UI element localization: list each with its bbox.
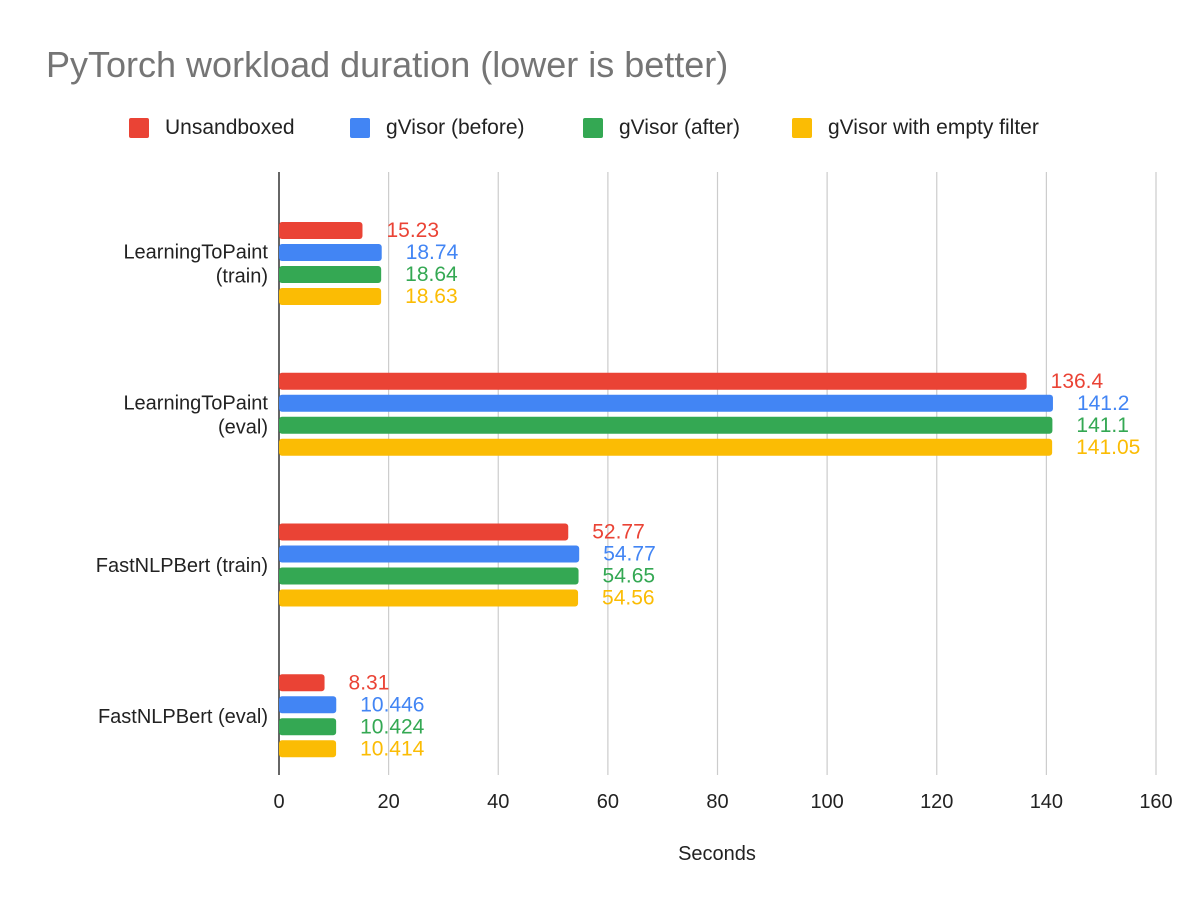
bar-0-1 xyxy=(279,372,1027,390)
bar-2-0 xyxy=(279,266,382,283)
data-label-1-3: 10.446 xyxy=(360,693,424,716)
legend-label-gvisor-before: gVisor (before) xyxy=(386,116,525,139)
data-label-0-0: 15.23 xyxy=(386,219,439,242)
category-label-2-0: FastNLPBert (train) xyxy=(96,555,268,577)
data-label-2-1: 141.1 xyxy=(1076,414,1129,437)
legend-item-gvisor-after[interactable]: gVisor (after) xyxy=(583,110,740,146)
bar-2-3 xyxy=(279,718,337,736)
x-tick-label-100: 100 xyxy=(810,791,843,813)
category-label-1-0: LearningToPaint xyxy=(123,392,268,414)
category-label-1-1: (eval) xyxy=(218,416,268,438)
data-label-0-3: 8.31 xyxy=(349,671,390,694)
bar-3-1 xyxy=(279,438,1053,456)
bar-3-0 xyxy=(279,288,382,305)
data-label-3-3: 10.414 xyxy=(360,737,425,760)
data-label-2-3: 10.424 xyxy=(360,715,425,738)
bar-1-0 xyxy=(279,244,382,261)
bar-0-2 xyxy=(279,523,569,541)
x-axis-label: Seconds xyxy=(678,843,756,865)
x-tick-label-140: 140 xyxy=(1030,791,1063,813)
bar-2-1 xyxy=(279,416,1053,434)
x-tick-label-80: 80 xyxy=(706,791,728,813)
legend-item-unsandboxed[interactable]: Unsandboxed xyxy=(129,110,295,146)
x-tick-label-20: 20 xyxy=(378,791,400,813)
legend-swatch-gvisor-before xyxy=(350,118,370,138)
legend-swatch-unsandboxed xyxy=(129,118,149,138)
data-label-3-0: 18.63 xyxy=(405,285,458,308)
legend-swatch-gvisor-empty-filter xyxy=(792,118,812,138)
chart-title: PyTorch workload duration (lower is bett… xyxy=(46,44,729,85)
legend-label-unsandboxed: Unsandboxed xyxy=(165,116,295,139)
category-label-3-0: FastNLPBert (eval) xyxy=(98,706,268,728)
bar-2-2 xyxy=(279,567,579,585)
data-label-1-2: 54.77 xyxy=(603,543,656,566)
x-tick-label-60: 60 xyxy=(597,791,619,813)
data-label-3-1: 141.05 xyxy=(1076,436,1140,459)
bar-0-3 xyxy=(279,674,325,692)
legend-swatch-gvisor-after xyxy=(583,118,603,138)
bar-3-2 xyxy=(279,589,579,607)
category-label-0-1: (train) xyxy=(216,266,268,288)
bar-1-2 xyxy=(279,545,580,563)
bar-1-1 xyxy=(279,394,1053,412)
data-label-2-2: 54.65 xyxy=(603,565,656,588)
legend-label-gvisor-after: gVisor (after) xyxy=(619,116,740,139)
legend-item-gvisor-empty-filter[interactable]: gVisor with empty filter xyxy=(792,110,1039,146)
data-label-1-0: 18.74 xyxy=(406,241,459,264)
bar-0-0 xyxy=(279,222,363,239)
x-tick-label-0: 0 xyxy=(273,791,284,813)
data-label-1-1: 141.2 xyxy=(1077,392,1130,415)
data-label-3-2: 54.56 xyxy=(602,587,655,610)
bar-1-3 xyxy=(279,696,337,714)
data-label-0-2: 52.77 xyxy=(592,521,645,544)
data-label-2-0: 18.64 xyxy=(405,263,458,286)
x-tick-label-120: 120 xyxy=(920,791,953,813)
bar-3-3 xyxy=(279,740,337,758)
legend-item-gvisor-before[interactable]: gVisor (before) xyxy=(350,110,525,146)
category-label-0-0: LearningToPaint xyxy=(123,242,268,264)
legend: Unsandboxed gVisor (before) gVisor (afte… xyxy=(0,110,1200,146)
x-tick-label-160: 160 xyxy=(1139,791,1172,813)
x-tick-label-40: 40 xyxy=(487,791,509,813)
data-label-0-1: 136.4 xyxy=(1051,370,1104,393)
legend-label-gvisor-empty-filter: gVisor with empty filter xyxy=(828,116,1039,139)
